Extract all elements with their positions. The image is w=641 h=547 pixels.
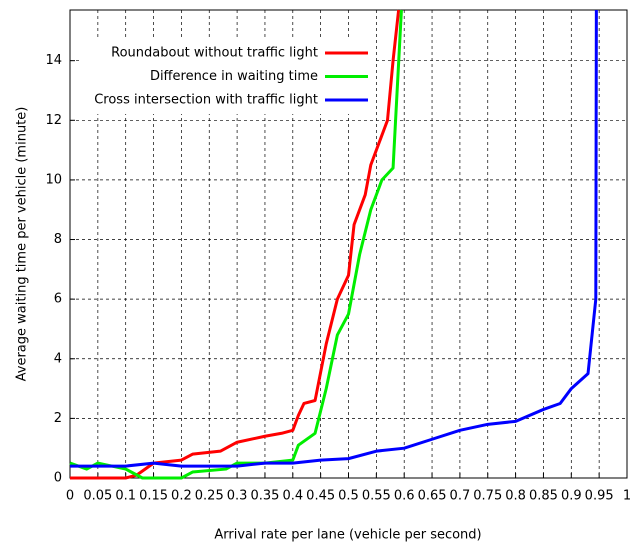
series-line [70,9,401,480]
x-tick-label: 0.65 [418,489,447,504]
legend-label: Cross intersection with traffic light [94,93,318,108]
x-tick-label: 0 [66,489,74,504]
y-tick-label: 4 [54,351,62,366]
plot-frame [69,9,628,479]
x-tick-label: 0.45 [306,489,335,504]
x-tick-label: 0.5 [338,489,359,504]
x-tick-label: 0.1 [115,489,136,504]
x-axis-label: Arrival rate per lane (vehicle per secon… [214,528,481,543]
x-tick-label: 0.25 [195,489,224,504]
y-tick-label: 8 [54,232,62,247]
y-tick-label: 10 [45,172,62,187]
legend-label: Roundabout without traffic light [111,46,318,61]
x-tick-label: 0.2 [171,489,192,504]
x-tick-label: 0.05 [83,489,112,504]
x-tick-label: 0.95 [585,489,614,504]
x-tick-label: 0.3 [227,489,248,504]
x-tick-label: 0.75 [473,489,502,504]
x-tick-label: 0.55 [362,489,391,504]
series-line [69,9,403,480]
x-tick-label: 0.4 [282,489,303,504]
x-tick-label: 0.85 [529,489,558,504]
y-tick-label: 6 [54,292,62,307]
y-tick-label: 12 [45,113,62,128]
y-axis-label: Average waiting time per vehicle (minute… [15,107,30,382]
x-tick-label: 1 [623,489,631,504]
x-tick-label: 0.35 [250,489,279,504]
legend-label: Difference in waiting time [150,69,318,84]
y-tick-label: 2 [54,411,62,426]
x-tick-label: 0.9 [561,489,582,504]
series-line [70,9,598,468]
x-tick-label: 0.8 [505,489,526,504]
x-tick-label: 0.15 [139,489,168,504]
y-tick-label: 14 [45,53,62,68]
y-tick-label: 0 [54,471,62,486]
x-tick-label: 0.7 [450,489,471,504]
x-tick-label: 0.6 [394,489,415,504]
